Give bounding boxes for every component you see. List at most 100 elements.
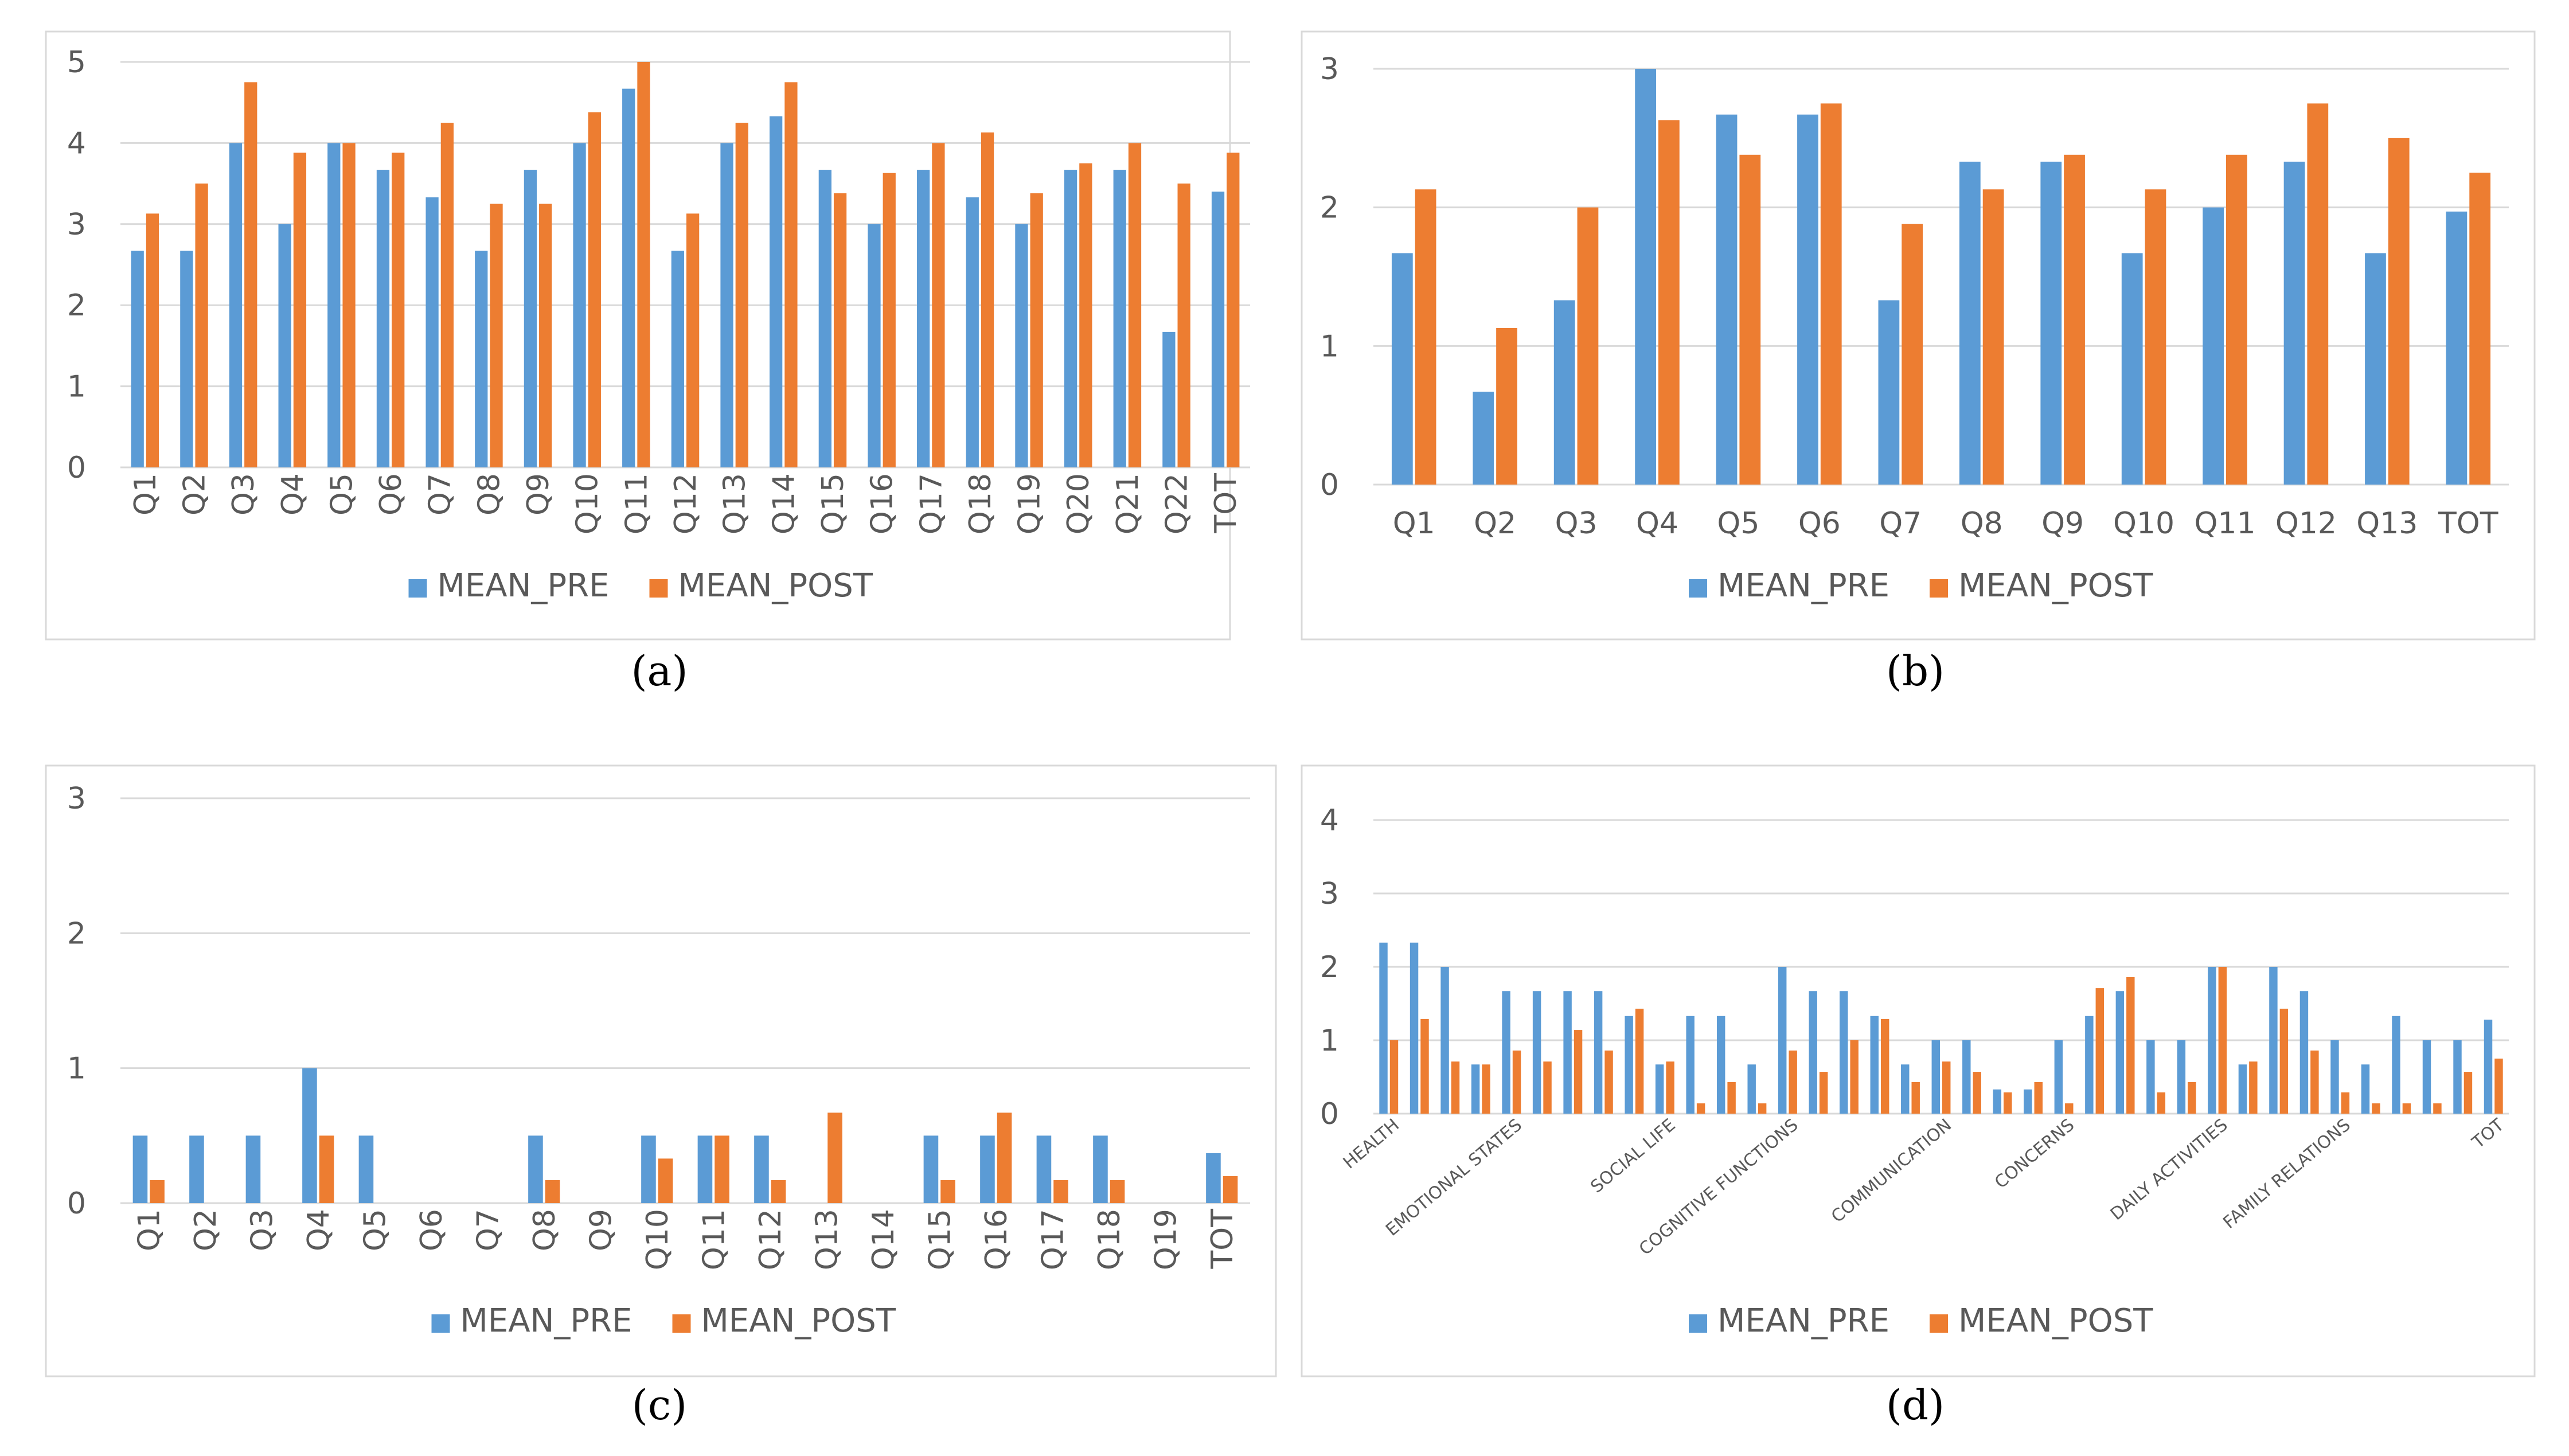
bar-pre [770,116,783,467]
bar-pre [641,1135,656,1203]
legend-swatch-pre [1689,1314,1707,1333]
bar-pre [189,1135,204,1203]
bar-pre [1471,1064,1480,1114]
y-tick-label: 1 [1320,1024,1339,1058]
x-tick-label: Q5 [325,473,359,516]
bar-pre [528,1135,543,1203]
y-tick-label: 2 [67,916,86,951]
bar-post [150,1180,165,1203]
x-tick-label: Q1 [128,473,163,516]
y-tick-label: 0 [67,451,86,485]
bar-pre [573,143,586,467]
y-tick-label: 0 [67,1186,86,1221]
bar-post [1543,1061,1552,1114]
bar-pre [1532,991,1541,1114]
x-tick-label: Q8 [1961,506,2003,541]
bar-post [1880,1018,1889,1114]
x-tick-label: Q4 [1636,506,1678,541]
bar-post [319,1135,334,1203]
x-tick-label: Q5 [358,1209,392,1251]
panel-label: (a) [631,647,688,695]
x-tick-label: Q9 [521,473,556,516]
bar-pre [1502,991,1510,1114]
legend-swatch-post [672,1314,691,1333]
legend-swatch-post [649,579,668,598]
y-tick-label: 3 [67,782,86,816]
bar-post [1635,1008,1644,1114]
x-tick-label: Q16 [865,473,900,534]
bar-post [1128,143,1142,467]
x-tick-label: Q11 [2194,506,2255,541]
x-tick-label: Q20 [1061,473,1096,534]
x-tick-label: TOT [1205,1209,1240,1270]
bar-pre [720,143,733,467]
chart-panel-a: 0 1 2 3 4 5 Q1 Q2 Q3 Q4 Q5 Q6 Q7 Q8 Q9 Q10 Q11 Q12 Q13 Q14 Q… [45,30,1250,695]
bar-pre [1064,170,1077,467]
bar-post [1727,1082,1736,1114]
bar-post [2249,1061,2258,1114]
bar-pre [1809,991,1817,1114]
legend-swatch-pre [1689,579,1707,598]
x-tick-label: Q7 [1879,506,1922,541]
bar-pre [923,1135,939,1203]
bar-pre [966,197,979,467]
x-tick-label: Q6 [415,1209,449,1251]
legend-label-pre: MEAN_PRE [1717,1302,1889,1340]
y-tick-label: 3 [1320,52,1339,87]
bar-post [588,112,601,468]
bar-post [1789,1050,1797,1114]
bar-post [293,153,307,467]
x-tick-label: Q14 [767,473,801,534]
bar-post [1942,1061,1951,1114]
bar-post [833,193,847,467]
x-tick-label: Q8 [472,473,506,516]
bar-pre [2054,1040,2063,1114]
legend-label-pre: MEAN_PRE [1717,567,1889,604]
bar-post [1820,103,1842,485]
bar-pre [327,143,341,467]
bar-pre [2146,1040,2155,1114]
y-tick-label: 3 [67,208,86,242]
x-tick-label: Q11 [697,1209,731,1270]
bar-pre [1440,967,1449,1114]
bar-post [2126,977,2135,1114]
x-tick-label: Q2 [177,473,212,516]
bar-pre [1655,1064,1664,1114]
legend-swatch-pre [408,579,427,598]
bar-pre [2422,1040,2431,1114]
y-tick-label: 0 [1320,468,1339,502]
bar-post [940,1180,955,1203]
x-tick-label: Q2 [189,1209,223,1251]
bar-post [1079,163,1092,467]
bar-post [146,213,159,467]
panel-label: (b) [1886,647,1945,695]
bar-post [2034,1082,2043,1114]
bar-post [2145,189,2166,485]
bar-pre [1093,1135,1108,1203]
x-tick-label: Q4 [276,473,310,516]
bar-post [1739,154,1761,485]
y-tick-label: 1 [67,370,86,404]
bar-post [2433,1103,2442,1114]
bar-post [1451,1061,1460,1114]
bar-pre [2040,161,2062,485]
y-tick-label: 2 [1320,191,1339,225]
bar-post [658,1158,673,1203]
x-tick-label: Q10 [2113,506,2174,541]
bar-post [1850,1040,1859,1114]
x-tick-label: Q13 [2356,506,2418,541]
bar-post [827,1113,842,1203]
bar-post [1482,1064,1490,1114]
bar-pre [1959,161,1981,485]
x-tick-label: Q22 [1160,473,1194,534]
x-tick-label: Q12 [2275,506,2337,541]
bar-post [2095,988,2105,1114]
legend-label-post: MEAN_POST [678,567,873,604]
y-tick-label: 3 [1320,877,1339,911]
bar-post [2372,1103,2380,1114]
x-tick-label: Q18 [1092,1209,1127,1270]
x-tick-label: Q18 [963,473,998,534]
bar-pre [1635,69,1656,485]
bar-pre [1015,224,1028,467]
bar-post [490,204,503,467]
